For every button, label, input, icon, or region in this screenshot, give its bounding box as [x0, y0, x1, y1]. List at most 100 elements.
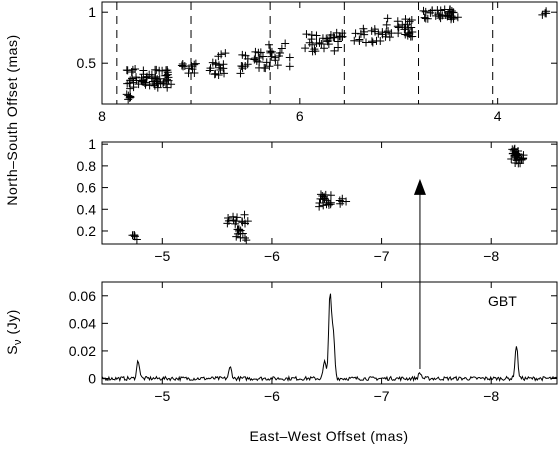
top-point	[362, 38, 371, 47]
middle-point	[229, 212, 238, 221]
top-ytick-label: 0.5	[77, 55, 97, 71]
top-point	[393, 17, 402, 26]
top-point	[219, 60, 228, 69]
top-point	[330, 46, 339, 55]
middle-point	[519, 154, 528, 163]
top-point	[214, 61, 223, 70]
top-point	[191, 59, 200, 68]
top-point	[444, 12, 453, 21]
top-point	[408, 28, 417, 37]
top-point	[447, 7, 456, 16]
top-point	[266, 48, 275, 57]
top-point	[127, 74, 136, 83]
top-point	[188, 65, 197, 74]
top-point	[367, 37, 376, 46]
top-point	[210, 70, 219, 79]
top-point	[241, 61, 250, 70]
top-point	[285, 53, 294, 62]
top-point	[322, 34, 331, 43]
top-point	[423, 14, 432, 23]
top-point	[436, 6, 445, 15]
top-point	[371, 27, 380, 36]
top-point	[155, 74, 164, 83]
top-point	[265, 62, 274, 71]
top-point	[407, 15, 416, 24]
top-point	[236, 69, 245, 78]
spectrum-line	[101, 293, 558, 383]
top-point	[307, 35, 316, 44]
top-point	[217, 50, 226, 59]
middle-point	[233, 213, 242, 222]
middle-point	[232, 232, 241, 241]
top-point	[324, 40, 333, 49]
top-ytick-label: 1	[88, 4, 96, 20]
panel-top-ticks: 8 6 4 0.5 1	[77, 2, 557, 124]
top-point	[238, 50, 247, 59]
middle-xtick-label: −8	[483, 248, 499, 264]
middle-point	[240, 210, 249, 219]
middle-point	[318, 195, 327, 204]
panel-middle-points	[128, 144, 528, 245]
top-point	[335, 32, 344, 41]
top-point	[271, 56, 280, 65]
bottom-ytick-label: 0.04	[69, 315, 96, 331]
velocity-arrow-head	[413, 178, 426, 195]
middle-ytick-label: 0.8	[77, 158, 97, 174]
top-point	[301, 44, 310, 53]
panel-bottom-ticks: −5 −6 −7 −8 0 0.02 0.04 0.06	[69, 282, 557, 404]
top-point	[394, 29, 403, 38]
top-point	[131, 64, 140, 73]
middle-point	[514, 147, 523, 156]
middle-point	[243, 217, 252, 226]
y-axis-title-flux-subscript: ν	[12, 339, 24, 345]
top-point	[542, 7, 551, 16]
top-point	[180, 61, 189, 70]
top-point	[367, 26, 376, 35]
top-point	[143, 72, 152, 81]
middle-point	[242, 236, 251, 245]
top-point	[285, 62, 294, 71]
top-point	[273, 61, 282, 70]
top-point	[267, 47, 276, 56]
top-point	[251, 47, 260, 56]
panel-bottom-frame	[101, 281, 558, 385]
bottom-ytick-label: 0.02	[69, 343, 96, 359]
bottom-xtick-label: −7	[374, 388, 390, 404]
middle-xtick-label: −5	[154, 248, 170, 264]
panel-middle-frame	[101, 141, 558, 245]
top-point	[384, 27, 393, 36]
top-point	[190, 60, 199, 69]
velocity-arrow	[413, 178, 426, 369]
top-point	[211, 60, 220, 69]
middle-point	[513, 151, 522, 160]
top-point	[401, 15, 410, 24]
top-point	[163, 83, 172, 92]
top-point	[123, 66, 132, 75]
top-point	[258, 52, 267, 61]
top-point	[163, 75, 172, 84]
top-point	[205, 66, 214, 75]
top-point	[134, 80, 143, 89]
top-point	[312, 31, 321, 40]
top-point	[435, 12, 444, 21]
top-point	[419, 6, 428, 15]
panel-top-points	[122, 5, 551, 104]
top-point	[255, 53, 264, 62]
top-point	[382, 20, 391, 29]
bottom-xtick-label: −5	[154, 388, 170, 404]
top-point	[368, 38, 377, 47]
top-point	[220, 69, 229, 78]
top-point	[325, 33, 334, 42]
y-axis-title-north-south: North–South Offset (mas)	[4, 34, 20, 205]
middle-point	[236, 233, 245, 242]
top-point	[387, 29, 396, 38]
top-point	[153, 79, 162, 88]
middle-point	[338, 194, 347, 203]
top-point	[334, 43, 343, 52]
middle-point	[236, 226, 245, 235]
top-point	[162, 66, 171, 75]
middle-point	[234, 225, 243, 234]
top-point	[274, 52, 283, 61]
panel-top-separators	[116, 2, 494, 104]
